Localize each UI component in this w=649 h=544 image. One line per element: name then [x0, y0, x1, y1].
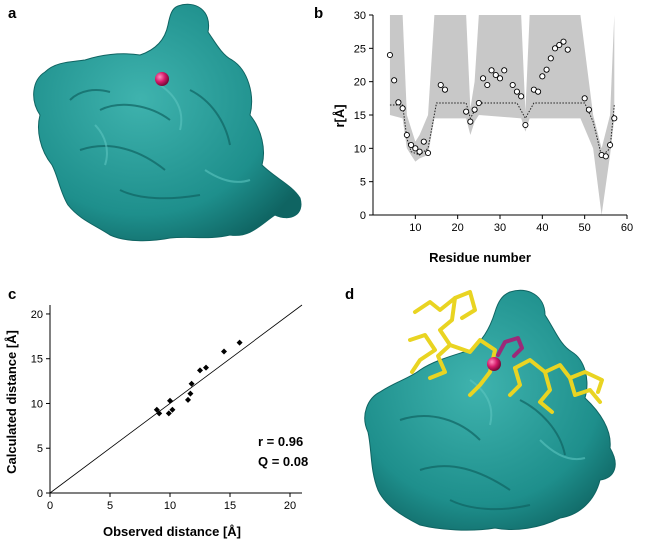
- chart-b-xtick-label: 30: [494, 222, 506, 234]
- chart-c-ylabel: Calculated distance [Å]: [4, 330, 19, 474]
- chart-c-ytick-label: 10: [31, 398, 43, 410]
- chart-b-point: [399, 105, 406, 112]
- chart-b-point: [463, 108, 470, 115]
- chart-b-point: [518, 93, 525, 100]
- chart-c-ytick-label: 0: [37, 488, 43, 500]
- chart-b-point: [539, 73, 546, 80]
- chart-b-point: [547, 55, 554, 62]
- chart-c-point: [165, 410, 172, 417]
- chart-b-xtick-label: 20: [452, 222, 464, 234]
- chart-b-point: [607, 141, 614, 149]
- chart-b-point: [522, 121, 529, 129]
- chart-b-point: [585, 106, 592, 113]
- chart-b-point: [509, 81, 516, 89]
- chart-c-point: [187, 390, 194, 397]
- chart-c-point: [185, 396, 191, 403]
- chart-c-point: [203, 364, 209, 371]
- panel-label-b: b: [314, 5, 323, 22]
- chart-b-point: [420, 138, 427, 145]
- chart-b-point: [543, 66, 550, 73]
- chart-c-diagonal: [49, 304, 303, 494]
- chart-b-point: [416, 148, 423, 155]
- chart-b-point: [475, 99, 482, 107]
- chart-c-annotation-q: Q = 0.08: [258, 454, 308, 469]
- chart-b-point: [386, 51, 393, 59]
- chart-c-point: [169, 406, 176, 413]
- chart-b-point: [513, 88, 520, 95]
- chart-c-point: [156, 410, 163, 417]
- chart-c-xtick-label: 20: [284, 500, 296, 512]
- protein-surface-a: [33, 3, 302, 242]
- chart-b-point: [391, 77, 398, 84]
- chart-c-point: [197, 367, 203, 374]
- chart-b-xtick-label: 40: [536, 222, 548, 234]
- chart-b-point: [488, 67, 495, 74]
- chart-c-point: [167, 397, 173, 404]
- chart-b-ytick-label: 20: [354, 77, 366, 89]
- chart-b-point: [492, 71, 499, 79]
- chart-c-xtick-label: 0: [47, 500, 53, 512]
- chart-b-xlabel: Residue number: [429, 250, 531, 265]
- chart-b-band: [389, 15, 615, 215]
- chart-b-point: [535, 88, 542, 95]
- chart-b-point: [581, 95, 588, 102]
- chart-c-xlabel: Observed distance [Å]: [103, 524, 241, 539]
- chart-b-xtick-label: 10: [409, 222, 421, 234]
- panel-label-d: d: [345, 286, 354, 303]
- chart-b-ylabel: r[Å]: [332, 104, 347, 127]
- chart-c-point: [188, 380, 195, 387]
- chart-b-point: [611, 115, 618, 122]
- ligand-peptide-d: [408, 290, 604, 414]
- protein-surface-d: [364, 289, 616, 531]
- chart-b-point: [408, 141, 415, 149]
- chart-b-point: [560, 38, 567, 45]
- chart-b-point: [467, 118, 474, 125]
- chart-b-point: [412, 145, 419, 152]
- chart-b-point: [437, 81, 444, 89]
- chart-b-point: [484, 81, 491, 89]
- chart-b-ytick-label: 10: [354, 143, 366, 155]
- chart-c-point: [236, 339, 243, 346]
- chart-b-point: [501, 67, 508, 74]
- chart-b-point: [395, 99, 402, 106]
- chart-b-ytick-label: 30: [354, 10, 366, 22]
- chart-b-ytick-label: 25: [354, 43, 366, 55]
- chart-b: 10 20 30 40 50 60 0 5 10 15 20 25 30: [354, 10, 633, 234]
- chart-b-ytick-label: 5: [360, 177, 366, 189]
- chart-c-ytick-label: 15: [31, 354, 43, 366]
- chart-b-point: [424, 149, 432, 157]
- chart-b-point: [564, 46, 571, 53]
- chart-c-point: [221, 348, 227, 355]
- ligand-highlight-d: [496, 336, 524, 358]
- chart-c-xtick-label: 15: [224, 500, 236, 512]
- chart-b-point: [551, 45, 559, 52]
- chart-b-point: [403, 131, 410, 139]
- chart-b-point: [441, 86, 449, 93]
- chart-c-ytick-label: 5: [37, 443, 43, 455]
- chart-b-ytick-label: 0: [360, 210, 366, 222]
- chart-c-ytick-label: 20: [31, 309, 43, 321]
- chart-b-xtick-label: 60: [621, 222, 633, 234]
- chart-c-xtick-label: 10: [164, 500, 176, 512]
- chart-c-annotation-r: r = 0.96: [258, 434, 303, 449]
- chart-b-point: [471, 106, 478, 113]
- chart-c-xtick-label: 5: [107, 500, 113, 512]
- chart-c: 0 5 10 15 20 0 5 10 15 20: [31, 304, 303, 512]
- metal-sphere-d: [487, 357, 501, 371]
- metal-sphere-a: [155, 72, 169, 86]
- chart-b-ytick-label: 15: [354, 110, 366, 122]
- panel-label-c: c: [8, 286, 16, 303]
- chart-b-point: [496, 75, 504, 82]
- chart-b-point: [602, 153, 609, 160]
- chart-b-point: [480, 75, 487, 82]
- chart-b-xtick-label: 50: [579, 222, 591, 234]
- chart-b-point: [556, 41, 563, 49]
- panel-label-a: a: [8, 5, 17, 22]
